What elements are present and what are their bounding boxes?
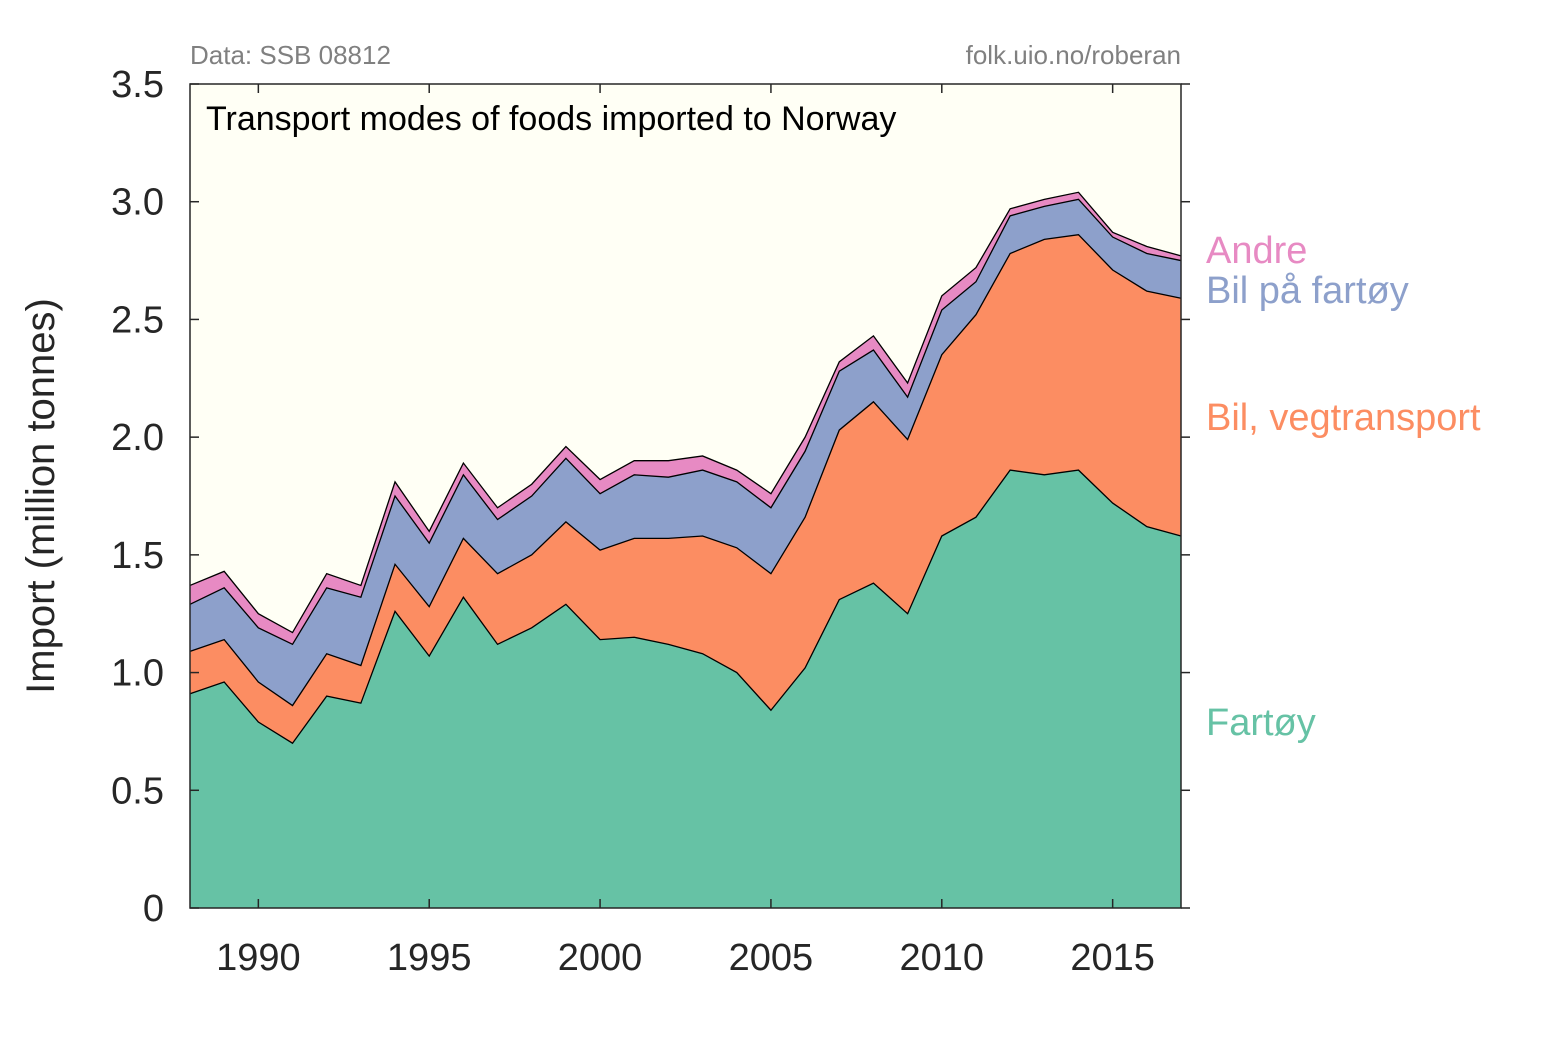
y-tick-label: 2.0 bbox=[111, 417, 164, 459]
axis-ticks-group bbox=[190, 83, 1190, 909]
area-series-1 bbox=[190, 470, 1181, 908]
x-tick-label: 2005 bbox=[729, 937, 814, 979]
y-tick-label: 3.5 bbox=[111, 64, 164, 106]
legend-label-series-3: Bil på fartøy bbox=[1206, 270, 1409, 312]
area-series-2 bbox=[190, 234, 1181, 744]
y-tick-label: 0 bbox=[143, 888, 164, 930]
y-tick-label: 2.5 bbox=[111, 299, 164, 341]
series-boundary-line-2 bbox=[189, 233, 1182, 707]
area-series-group bbox=[189, 191, 1182, 908]
area-series-3 bbox=[190, 199, 1181, 706]
y-tick-label: 0.5 bbox=[111, 770, 164, 812]
y-tick-label: 1.5 bbox=[111, 535, 164, 577]
x-tick-label: 2015 bbox=[1070, 937, 1155, 979]
credit-label: folk.uio.no/roberan bbox=[966, 40, 1181, 70]
legend-label-series-1: Fartøy bbox=[1206, 702, 1316, 744]
series-boundary-line-1 bbox=[189, 469, 1182, 745]
legend-label-series-4: Andre bbox=[1206, 230, 1307, 272]
x-tick-label: 1990 bbox=[216, 937, 301, 979]
x-tick-label: 2000 bbox=[558, 937, 643, 979]
tick-labels-group: 1990 1995 2000 2005 2010 2015 0 0.5 1.0 1.5 2.0 2.5… bbox=[111, 64, 1155, 979]
source-label: Data: SSB 08812 bbox=[190, 40, 391, 70]
y-tick-label: 3.0 bbox=[111, 182, 164, 224]
x-tick-label: 1995 bbox=[387, 937, 472, 979]
series-boundary-line-3 bbox=[189, 198, 1182, 646]
legend-group: Fartøy Bil, vegtransport Bil på fartøyAndr… bbox=[1206, 230, 1481, 744]
legend-label-series-2: Bil, vegtransport bbox=[1206, 397, 1481, 439]
y-tick-label: 1.0 bbox=[111, 653, 164, 695]
plot-frame bbox=[189, 83, 1182, 909]
series-boundary-line-4 bbox=[189, 191, 1182, 634]
x-tick-label: 2010 bbox=[900, 937, 985, 979]
y-axis-label: Import (million tonnes) bbox=[19, 298, 63, 694]
chart-title: Transport modes of foods imported to Nor… bbox=[206, 100, 896, 138]
